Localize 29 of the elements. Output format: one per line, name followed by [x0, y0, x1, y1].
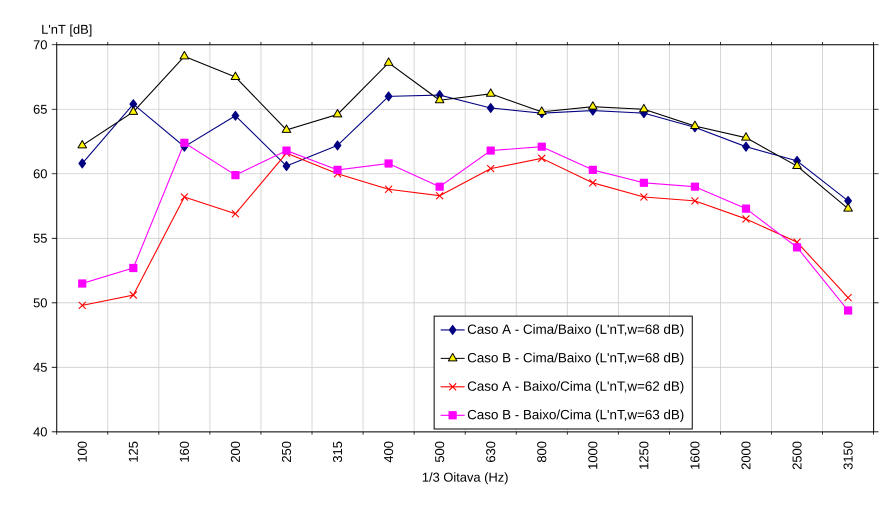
x-tick-label: 3150: [844, 441, 853, 470]
legend-label: Caso B - Baixo/Cima (L'nT,w=63 dB): [468, 409, 684, 422]
x-tick-label: 400: [384, 441, 394, 462]
x-axis-title: 1/3 Oitava (Hz): [422, 472, 508, 484]
x-tick-label: 2500: [792, 441, 802, 469]
x-tick-label: 250: [282, 441, 292, 462]
x-tick-label: 315: [332, 441, 342, 462]
y-tick-label: 60: [34, 169, 47, 178]
y-tick-label: 40: [33, 427, 47, 436]
y-tick-label: 55: [34, 234, 47, 243]
legend-label: Caso A - Cima/Baixo (L'nT,w=68 dB): [468, 324, 684, 336]
y-tick-label: 70: [34, 40, 47, 50]
legend-label: Caso B - Cima/Baixo (L'nT,w=68 dB): [468, 352, 684, 365]
y-tick-label: 65: [34, 104, 47, 114]
x-tick-label: 500: [435, 441, 444, 462]
x-tick-label: 1250: [639, 441, 648, 469]
x-tick-label: 2000: [741, 441, 751, 469]
x-tick-label: 1000: [588, 441, 598, 469]
y-axis-title: L'nT [dB]: [42, 24, 92, 36]
x-tick-label: 800: [537, 441, 546, 462]
x-tick-label: 160: [180, 441, 189, 462]
x-tick-label: 200: [230, 441, 240, 462]
x-tick-label: 630: [486, 441, 496, 462]
x-tick-label: 100: [78, 441, 87, 462]
x-tick-label: 125: [128, 441, 138, 462]
x-tick-label: 1600: [690, 441, 700, 469]
legend-label: Caso A - Baixo/Cima (L'nT,w=62 dB): [468, 380, 684, 394]
y-tick-label: 50: [34, 298, 47, 308]
y-tick-label: 45: [33, 362, 47, 372]
